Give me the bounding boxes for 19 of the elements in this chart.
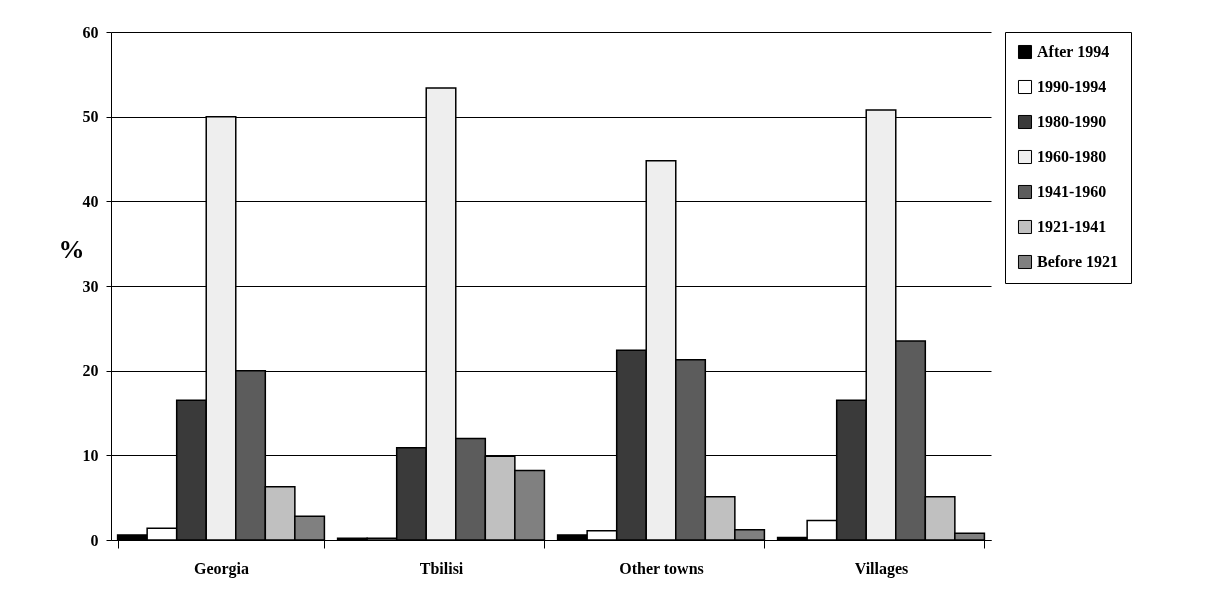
legend-label: 1990-1994: [1037, 78, 1107, 95]
y-axis-title: %: [58, 234, 85, 264]
legend-label: 1960-1980: [1037, 148, 1107, 165]
legend-label: 1941-1960: [1037, 183, 1107, 200]
y-tick-label: 0: [90, 531, 99, 549]
x-tick-label: Other towns: [619, 559, 704, 577]
x-tick-label: Georgia: [193, 559, 250, 578]
x-tick-label: Tbilisi: [419, 559, 464, 577]
legend-label: 1921-1941: [1037, 218, 1107, 235]
legend-label: 1980-1990: [1037, 113, 1107, 130]
y-tick-label: 40: [82, 192, 99, 210]
y-tick-label: 30: [82, 277, 99, 295]
y-tick-label: 50: [82, 108, 99, 126]
y-tick-label: 10: [82, 446, 99, 464]
legend-label: Before 1921: [1037, 253, 1119, 270]
legend-label: After 1994: [1037, 43, 1110, 60]
x-tick-label: Villages: [854, 559, 909, 578]
y-tick-label: 20: [82, 362, 99, 380]
y-tick-label: 60: [82, 23, 99, 41]
